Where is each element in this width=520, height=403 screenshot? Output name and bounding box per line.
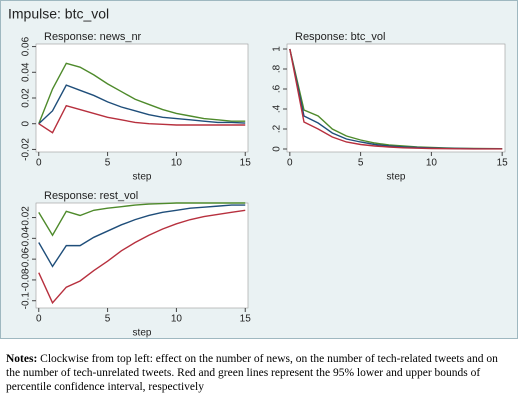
x-tick-label: 0 xyxy=(287,158,293,169)
y-tick-label: .4 xyxy=(272,104,283,113)
y-tick-label: -0.04 xyxy=(21,227,32,250)
y-tick-label: -0.1 xyxy=(21,292,32,310)
x-axis-label: step xyxy=(387,172,406,183)
x-tick-label: 5 xyxy=(358,158,364,169)
y-tick-label: -0.02 xyxy=(21,206,32,229)
y-tick-label: .8 xyxy=(272,64,283,73)
x-tick-label: 0 xyxy=(36,314,42,325)
notes-label: Notes: xyxy=(6,353,38,365)
y-tick-label: 1 xyxy=(272,46,283,52)
figure: Impulse: btc_vol Response: news_nr -0.02 0… xyxy=(0,0,518,339)
x-tick-label: 5 xyxy=(105,158,111,169)
y-tick-label: .6 xyxy=(272,84,283,93)
y-tick-label: -0.02 xyxy=(21,138,32,161)
y-tick-label: -0.08 xyxy=(21,268,32,291)
plot-area xyxy=(35,43,249,153)
response-line xyxy=(38,62,246,124)
response-line xyxy=(38,104,246,134)
response-line xyxy=(38,209,246,305)
x-tick-label: 10 xyxy=(426,158,438,169)
x-tick-label: 5 xyxy=(105,314,111,325)
x-axis-label: step xyxy=(133,328,152,339)
plot-area xyxy=(35,202,249,309)
panel-subtitle: Response: news_nr xyxy=(44,31,142,43)
response-line xyxy=(38,202,246,237)
figure-title: Impulse: btc_vol xyxy=(8,6,109,22)
x-tick-label: 10 xyxy=(171,158,183,169)
y-tick-label: -0.06 xyxy=(21,247,32,270)
x-tick-label: 0 xyxy=(36,158,42,169)
y-tick-label: 0 xyxy=(272,146,283,152)
notes: Notes: Clockwise from top left: effect o… xyxy=(0,340,520,394)
x-tick-label: 15 xyxy=(240,314,252,325)
x-axis-label: step xyxy=(133,172,152,183)
plot-area xyxy=(286,43,506,153)
y-tick-label: .2 xyxy=(272,124,283,133)
y-tick-label: 0.02 xyxy=(21,88,32,108)
x-tick-label: 10 xyxy=(171,314,183,325)
x-tick-label: 15 xyxy=(240,158,252,169)
response-line xyxy=(38,84,246,125)
response-line xyxy=(289,48,503,150)
y-tick-label: 0 xyxy=(21,120,32,126)
y-tick-label: 0.06 xyxy=(21,36,32,56)
panel-subtitle: Response: btc_vol xyxy=(295,31,386,43)
panel-subtitle: Response: rest_vol xyxy=(44,190,138,202)
x-tick-label: 15 xyxy=(497,158,509,169)
y-tick-label: 0.04 xyxy=(21,62,32,82)
response-line xyxy=(38,204,246,268)
notes-text: Clockwise from top left: effect on the n… xyxy=(6,353,498,393)
